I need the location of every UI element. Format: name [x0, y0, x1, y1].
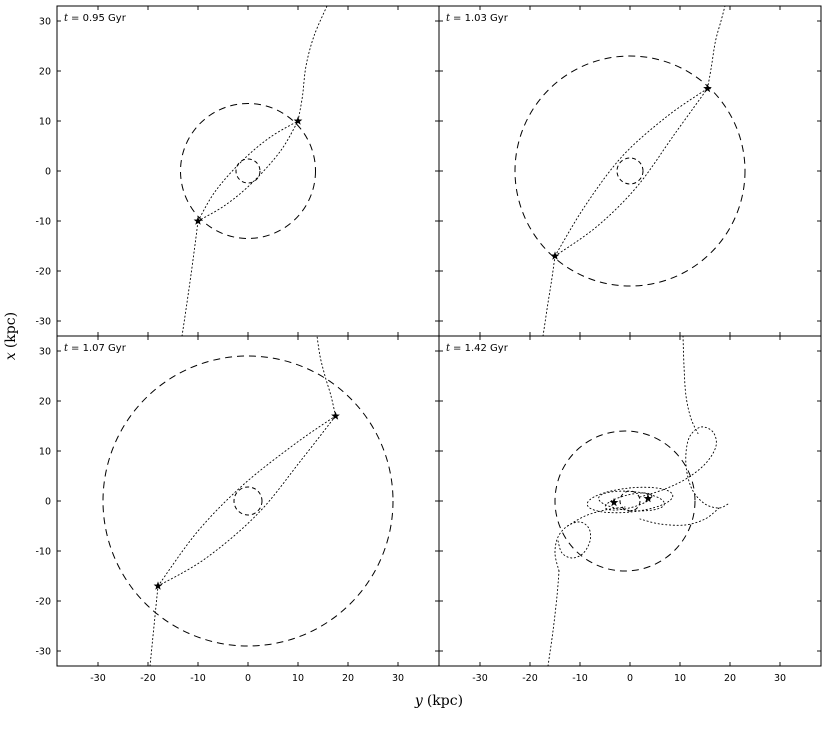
- y-tick-label: 30: [39, 346, 51, 357]
- x-tick-label: 20: [724, 673, 736, 684]
- y-tick-label: 20: [39, 396, 51, 407]
- tidal-arc-upper: [157, 415, 336, 587]
- trajectory-lower: [149, 585, 159, 667]
- disk-ring-circle: [102, 355, 394, 647]
- trajectory-upper: [707, 5, 726, 89]
- y-tick-label: -30: [35, 646, 51, 657]
- trajectory-lower: [547, 570, 560, 667]
- x-tick-label: -10: [572, 673, 588, 684]
- companion-star-marker: [609, 497, 619, 507]
- x-tick-label: -30: [472, 673, 488, 684]
- companion-star-marker: [153, 581, 163, 590]
- x-tick-label: 0: [627, 673, 633, 684]
- tidal-arc-lower: [157, 415, 336, 587]
- companion-star-marker: [331, 411, 340, 420]
- loop-lower-left: [554, 521, 592, 572]
- x-tick-label: 10: [674, 673, 686, 684]
- x-tick-label: 10: [292, 673, 304, 684]
- disk-ring-circle: [180, 103, 316, 239]
- time-variable: t: [446, 343, 451, 354]
- y-tick-label: 0: [45, 166, 51, 177]
- tidal-arc-upper: [197, 120, 299, 222]
- trajectory-upper: [316, 335, 336, 417]
- companion-star-marker: [643, 493, 653, 503]
- x-tick-label: 30: [774, 673, 786, 684]
- x-tick-label: 20: [342, 673, 354, 684]
- y-axis-label: x (kpc): [3, 312, 19, 360]
- x-tick-label: 0: [245, 673, 251, 684]
- time-label: t = 1.42 Gyr: [446, 343, 509, 354]
- y-tick-label: -10: [35, 216, 51, 227]
- time-value: = 1.03 Gyr: [453, 13, 509, 24]
- time-label: t = 0.95 Gyr: [64, 13, 127, 24]
- x-axis-variable: y: [414, 693, 424, 709]
- companion-star-marker: [293, 116, 303, 125]
- x-tick-label: -10: [190, 673, 206, 684]
- tidal-arc-upper: [554, 88, 708, 257]
- time-value: = 0.95 Gyr: [71, 13, 127, 24]
- tick-labels-layer: -30 -20 -10 0 10 20 30 -30 -20 -10 0 10 20 30 -30 -20 -1…: [35, 16, 786, 684]
- trajectory-upper: [682, 335, 699, 434]
- trajectory-lower: [542, 255, 556, 337]
- time-variable: t: [446, 13, 451, 24]
- tidal-arc-lower: [554, 88, 708, 257]
- x-tick-label: 30: [392, 673, 404, 684]
- tail-lower-right: [639, 507, 720, 526]
- y-axis-unit: (kpc): [3, 312, 19, 348]
- time-label: t = 1.03 Gyr: [446, 13, 509, 24]
- disk-ring-circle: [554, 430, 696, 572]
- y-tick-label: -20: [35, 596, 51, 607]
- x-tick-label: -30: [90, 673, 106, 684]
- x-axis-unit: (kpc): [427, 693, 463, 709]
- time-label: t = 1.07 Gyr: [64, 343, 127, 354]
- loop-upper-right: [639, 426, 729, 509]
- x-tick-label: -20: [522, 673, 538, 684]
- y-tick-label: 30: [39, 16, 51, 27]
- y-axis-variable: x: [3, 352, 19, 360]
- y-tick-label: -30: [35, 316, 51, 327]
- companion-star-marker: [193, 216, 203, 225]
- y-tick-label: -10: [35, 546, 51, 557]
- panel-2: t = 1.03 Gyr: [438, 5, 822, 337]
- time-value: = 1.42 Gyr: [453, 343, 509, 354]
- companion-star-marker: [703, 83, 712, 93]
- y-tick-label: 0: [45, 496, 51, 507]
- bridge-left: [567, 506, 626, 527]
- core-circle: [616, 157, 644, 185]
- x-tick-label: -20: [140, 673, 156, 684]
- orbit-loop-ellipse: [604, 492, 653, 511]
- y-tick-label: -20: [35, 266, 51, 277]
- time-variable: t: [64, 343, 69, 354]
- core-circle: [619, 490, 641, 512]
- x-axis-label: y (kpc): [414, 693, 463, 709]
- y-tick-label: 10: [39, 116, 51, 127]
- y-tick-label: 20: [39, 66, 51, 77]
- core-circle: [233, 486, 263, 516]
- orbit-loop-ellipse: [586, 486, 674, 514]
- core-circle: [235, 158, 261, 184]
- time-variable: t: [64, 13, 69, 24]
- companion-star-marker: [550, 251, 560, 260]
- orbit-loop-ellipse: [598, 490, 665, 512]
- disk-ring-circle: [514, 55, 746, 287]
- trajectory-lower: [181, 220, 199, 337]
- y-tick-label: 10: [39, 446, 51, 457]
- panel-4: t = 1.42 Gyr: [438, 335, 822, 667]
- time-value: = 1.07 Gyr: [71, 343, 127, 354]
